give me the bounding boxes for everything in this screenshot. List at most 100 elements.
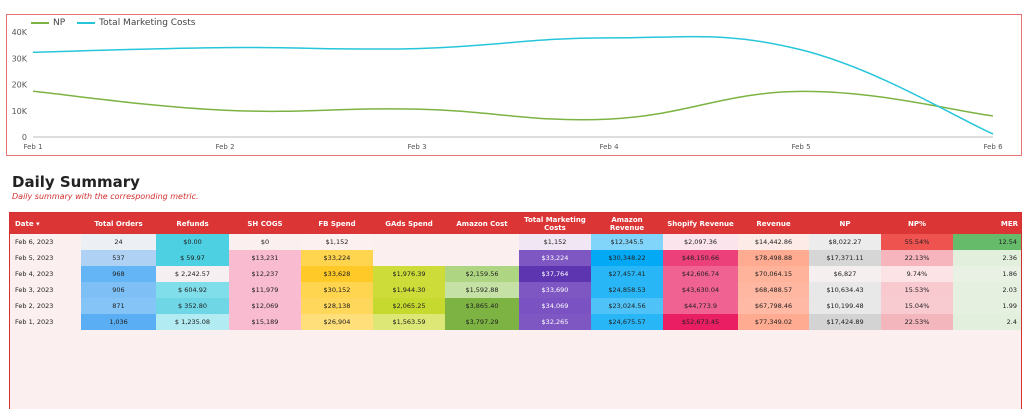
metric-cell: $67,798.46 — [738, 298, 809, 314]
metric-cell: $52,673.45 — [663, 314, 738, 330]
metric-cell: 1.86 — [953, 266, 1021, 282]
metric-cell: $33,628 — [301, 266, 373, 282]
metric-cell: $28,138 — [301, 298, 373, 314]
metric-cell: $ 604.92 — [156, 282, 229, 298]
y-tick-label: 10K — [12, 107, 28, 116]
metric-cell: $12,345.5 — [591, 234, 663, 250]
y-tick-label: 0 — [22, 133, 27, 142]
page-subtitle: Daily summary with the corresponding met… — [12, 192, 199, 201]
table-row: Feb 5, 2023 537 $ 59.97 $13,231 $33,224 $33,2… — [10, 250, 1021, 266]
metric-cell: 24 — [81, 234, 156, 250]
date-cell: Feb 1, 2023 — [10, 314, 81, 330]
metric-cell: $1,944.30 — [373, 282, 445, 298]
column-header[interactable]: Revenue — [738, 213, 809, 234]
metric-cell — [445, 250, 519, 266]
metric-cell: $3,865.40 — [445, 298, 519, 314]
metric-cell: $48,150.66 — [663, 250, 738, 266]
metric-cell: $1,152 — [301, 234, 373, 250]
metric-cell: $23,024.56 — [591, 298, 663, 314]
column-header[interactable]: GAds Spend — [373, 213, 445, 234]
table-row: Feb 4, 2023 968 $ 2,242.57 $12,237 $33,628 $1… — [10, 266, 1021, 282]
metric-cell: $68,488.57 — [738, 282, 809, 298]
metric-cell: 22.13% — [881, 250, 953, 266]
x-tick-label: Feb 6 — [983, 143, 1003, 151]
metric-cell: $10,634.43 — [809, 282, 881, 298]
metric-cell: $ 1,235.08 — [156, 314, 229, 330]
metric-cell: $33,224 — [519, 250, 591, 266]
y-tick-label: 30K — [12, 54, 28, 63]
metric-cell: 537 — [81, 250, 156, 266]
column-header[interactable]: Amazon Cost — [445, 213, 519, 234]
metric-cell: $24,675.57 — [591, 314, 663, 330]
metric-cell: 2.36 — [953, 250, 1021, 266]
metric-cell — [373, 250, 445, 266]
metric-cell: $12,237 — [229, 266, 301, 282]
metric-cell: $70,064.15 — [738, 266, 809, 282]
date-cell: Feb 5, 2023 — [10, 250, 81, 266]
series-line-np — [32, 90, 994, 121]
column-header[interactable]: NP — [809, 213, 881, 234]
y-tick-label: 20K — [12, 81, 28, 90]
metric-cell: $27,457.41 — [591, 266, 663, 282]
metric-cell: $1,976.39 — [373, 266, 445, 282]
metric-cell: $30,348.22 — [591, 250, 663, 266]
column-header[interactable]: SH COGS — [229, 213, 301, 234]
column-header[interactable]: Amazon Revenue — [591, 213, 663, 234]
metric-cell: $33,690 — [519, 282, 591, 298]
table-row: Feb 6, 2023 24 $0.00 $0 $1,152 $1,152 $12,345.… — [10, 234, 1021, 250]
metric-cell: 1.99 — [953, 298, 1021, 314]
metric-cell: $42,606.74 — [663, 266, 738, 282]
column-header[interactable]: Date ▾ — [10, 213, 81, 234]
column-header[interactable]: MER — [953, 213, 1021, 234]
legend-item-np[interactable]: NP — [31, 18, 65, 28]
legend-label: Total Marketing Costs — [99, 18, 196, 28]
metric-cell: $1,592.88 — [445, 282, 519, 298]
metric-cell: $12,069 — [229, 298, 301, 314]
table-row: Feb 1, 2023 1,036 $ 1,235.08 $15,189 $26,904… — [10, 314, 1021, 330]
x-tick-label: Feb 4 — [599, 143, 619, 151]
metric-cell: $3,797.29 — [445, 314, 519, 330]
series-line-marketing — [32, 35, 994, 135]
metric-cell: $30,152 — [301, 282, 373, 298]
metric-cell: $78,498.88 — [738, 250, 809, 266]
metric-cell: $33,224 — [301, 250, 373, 266]
y-tick-label: 40K — [12, 28, 28, 37]
metric-cell: $6,827 — [809, 266, 881, 282]
metric-cell — [445, 234, 519, 250]
column-header[interactable]: NP% — [881, 213, 953, 234]
metric-cell: $32,265 — [519, 314, 591, 330]
metric-cell: $17,424.89 — [809, 314, 881, 330]
daily-summary-table: Date ▾ Total Orders Refunds SH COGS FB Spend… — [9, 212, 1022, 409]
metric-cell: $13,231 — [229, 250, 301, 266]
metric-cell: $10,199.48 — [809, 298, 881, 314]
metric-cell: $ 59.97 — [156, 250, 229, 266]
metric-cell: $2,097.36 — [663, 234, 738, 250]
metric-cell: $1,563.59 — [373, 314, 445, 330]
metric-cell: $44,773.9 — [663, 298, 738, 314]
x-tick-label: Feb 2 — [215, 143, 234, 151]
metric-cell: $43,630.04 — [663, 282, 738, 298]
metric-cell: 1,036 — [81, 314, 156, 330]
metric-cell: $1,152 — [519, 234, 591, 250]
legend-item-marketing[interactable]: Total Marketing Costs — [77, 18, 195, 28]
column-header[interactable]: Total Orders — [81, 213, 156, 234]
metric-cell: 2.4 — [953, 314, 1021, 330]
metric-cell: $2,065.25 — [373, 298, 445, 314]
column-header[interactable]: FB Spend — [301, 213, 373, 234]
date-cell: Feb 2, 2023 — [10, 298, 81, 314]
metric-cell: $11,979 — [229, 282, 301, 298]
metric-cell: 871 — [81, 298, 156, 314]
table-row: Feb 3, 2023 906 $ 604.92 $11,979 $30,152 $1,9… — [10, 282, 1021, 298]
metric-cell: $8,022.27 — [809, 234, 881, 250]
x-tick-label: Feb 5 — [791, 143, 810, 151]
column-header[interactable]: Total Marketing Costs — [519, 213, 591, 234]
x-tick-label: Feb 3 — [407, 143, 426, 151]
metric-cell: $17,371.11 — [809, 250, 881, 266]
column-header[interactable]: Shopify Revenue — [663, 213, 738, 234]
line-chart: NP Total Marketing Costs 0 10K 20K 30K 40K Fe… — [6, 14, 1022, 156]
metric-cell: $0 — [229, 234, 301, 250]
metric-cell: $14,442.86 — [738, 234, 809, 250]
chart-legend: NP Total Marketing Costs — [31, 18, 195, 28]
x-tick-label: Feb 1 — [23, 143, 42, 151]
column-header[interactable]: Refunds — [156, 213, 229, 234]
